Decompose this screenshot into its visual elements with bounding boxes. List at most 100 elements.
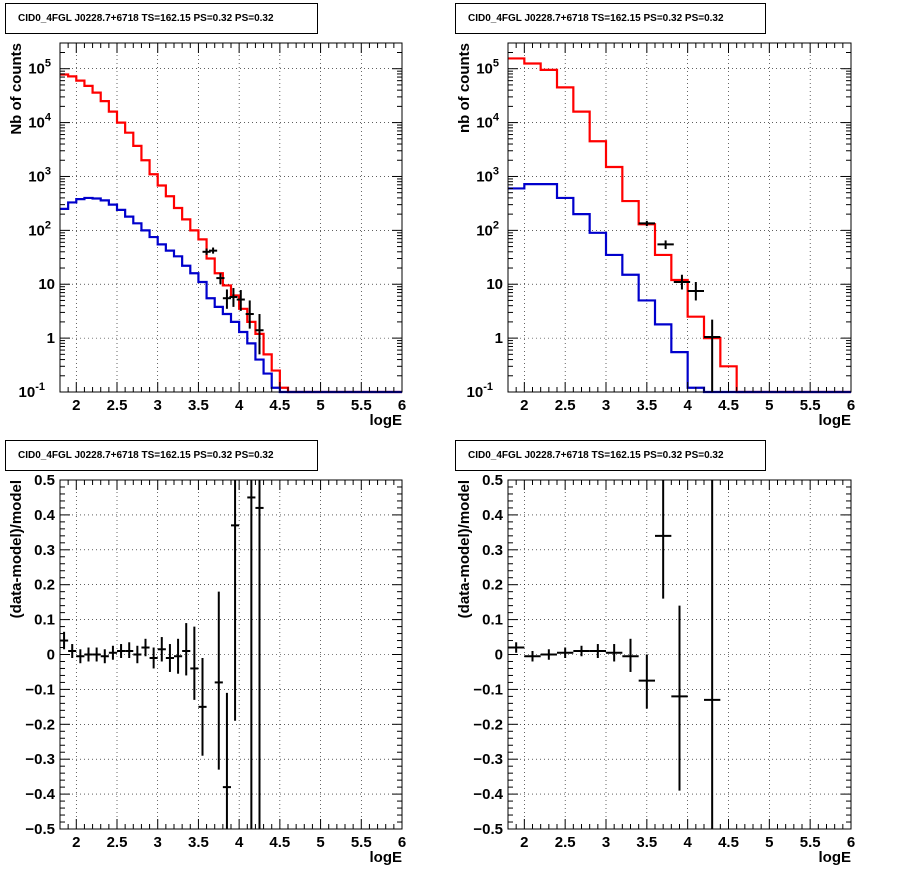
x-axis: 2 2.5 3 3.5 4 4.5 5 5.5 6 <box>507 480 855 851</box>
data-point <box>202 248 211 255</box>
grid <box>508 43 852 393</box>
y-tick-label: 1 <box>495 330 503 347</box>
x-tick-label: 4 <box>683 397 692 414</box>
y-axis: −0.5 −0.4 −0.3 −0.2 −0.1 0 0.1 0.2 0.3 0.4 0.5 <box>473 472 851 838</box>
data-point <box>638 220 655 227</box>
y-tick-label: −0.1 <box>25 681 55 698</box>
x-tick-label: 4 <box>235 834 244 851</box>
data-point <box>704 319 721 392</box>
counts-pad-right: CID0_4FGL J0228.7+6718 TS=162.15 PS=0.32… <box>449 0 898 437</box>
data-point <box>236 290 245 311</box>
x-tick-label: 4 <box>235 397 244 414</box>
y-tick-label: 0.4 <box>34 507 56 524</box>
x-tick-label: 4.5 <box>269 397 290 414</box>
data-point <box>657 240 674 250</box>
data-point <box>149 647 158 669</box>
y-tick-label: 103 <box>28 165 51 185</box>
data-point <box>141 638 150 657</box>
y-tick-label: 1 <box>47 330 55 347</box>
x-tick-label: 2 <box>72 397 80 414</box>
y-tick-label: 0 <box>495 647 503 664</box>
y-tick-label: 103 <box>476 165 499 185</box>
data-point <box>622 638 639 672</box>
y-axis-label: (data-model)/model <box>8 480 25 618</box>
data-point <box>214 591 223 770</box>
y-tick-label: 102 <box>28 219 51 239</box>
plot-frame <box>59 479 403 830</box>
data-point <box>190 626 199 700</box>
x-tick-label: 5.5 <box>351 834 372 851</box>
data-point <box>540 649 557 660</box>
data-point <box>125 642 134 658</box>
x-axis: 2 2.5 3 3.5 4 4.5 5 5.5 6 <box>59 480 406 851</box>
data-point <box>68 644 77 658</box>
y-axis-label: nb of counts <box>456 43 473 133</box>
x-tick-label: 2.5 <box>107 397 128 414</box>
x-tick-label: 5.5 <box>800 397 821 414</box>
data-point <box>671 605 688 791</box>
grid <box>60 43 403 393</box>
y-tick-label: 0.5 <box>482 472 503 489</box>
y-tick-label: −0.5 <box>473 821 503 838</box>
x-tick-label: 2 <box>72 834 80 851</box>
y-axis-label: Nb of counts <box>8 43 25 135</box>
y-tick-label: −0.5 <box>25 821 55 838</box>
residual-pad-right: CID0_4FGL J0228.7+6718 TS=162.15 PS=0.32… <box>449 437 898 875</box>
x-axis: 2 2.5 3 3.5 4 4.5 5 5.5 6 <box>507 43 855 414</box>
x-tick-label: 5.5 <box>800 834 821 851</box>
x-tick-label: 3 <box>154 397 162 414</box>
x-tick-label: 2 <box>520 834 528 851</box>
y-tick-label: 102 <box>476 219 499 239</box>
data-point <box>108 645 117 660</box>
data-point <box>589 644 606 658</box>
x-tick-label: 4.5 <box>718 397 739 414</box>
y-tick-label: 105 <box>28 58 51 78</box>
x-axis-label: logE <box>819 849 852 866</box>
y-tick-label: 10-1 <box>467 381 493 401</box>
x-tick-label: 6 <box>847 834 855 851</box>
x-tick-label: 6 <box>398 397 406 414</box>
data-point <box>687 282 704 301</box>
data-points <box>638 220 721 392</box>
data-point <box>229 288 238 307</box>
residual-plot-left: 2 2.5 3 3.5 4 4.5 5 5.5 6 −0.5 −0.4 −0.3 −0.2 −0.1 0 0.… <box>8 472 406 866</box>
y-tick-label: 0.2 <box>34 577 55 594</box>
data-point <box>255 480 264 829</box>
data-point <box>182 623 191 676</box>
data-point <box>638 654 655 709</box>
x-tick-label: 3.5 <box>636 834 657 851</box>
data-point <box>704 480 721 829</box>
x-tick-label: 6 <box>398 834 406 851</box>
x-tick-label: 5 <box>316 397 324 414</box>
model-total-line <box>60 73 402 394</box>
y-tick-label: 0.3 <box>482 542 503 559</box>
data-point <box>117 644 126 658</box>
y-tick-label: −0.4 <box>473 786 503 803</box>
y-axis-label: (data-model)/model <box>456 480 473 618</box>
data-point <box>247 480 256 829</box>
x-tick-label: 2 <box>520 397 528 414</box>
x-tick-label: 3 <box>154 834 162 851</box>
x-tick-label: 5 <box>765 834 773 851</box>
y-axis: 10-1 1 10 102 103 104 105 <box>467 42 851 401</box>
data-point <box>557 647 574 658</box>
chart-title: CID0_4FGL J0228.7+6718 TS=162.15 PS=0.32… <box>5 440 318 471</box>
data-point <box>209 247 218 254</box>
y-tick-label: 0.1 <box>482 612 503 629</box>
data-point <box>222 692 231 829</box>
plot-frame <box>507 42 852 393</box>
y-tick-label: 10 <box>486 276 503 293</box>
x-tick-label: 5 <box>765 397 773 414</box>
data-point <box>157 637 166 662</box>
x-axis-label: logE <box>370 412 403 429</box>
y-tick-label: 0.3 <box>34 542 55 559</box>
x-tick-label: 2.5 <box>555 834 576 851</box>
data-point <box>84 647 93 662</box>
plot-frame <box>59 42 403 393</box>
y-axis: 10-1 1 10 102 103 104 105 <box>19 42 402 401</box>
grid <box>60 479 403 830</box>
data-point <box>255 314 264 355</box>
x-tick-label: 3 <box>602 397 610 414</box>
y-tick-label: −0.2 <box>473 716 503 733</box>
data-point <box>76 649 85 664</box>
